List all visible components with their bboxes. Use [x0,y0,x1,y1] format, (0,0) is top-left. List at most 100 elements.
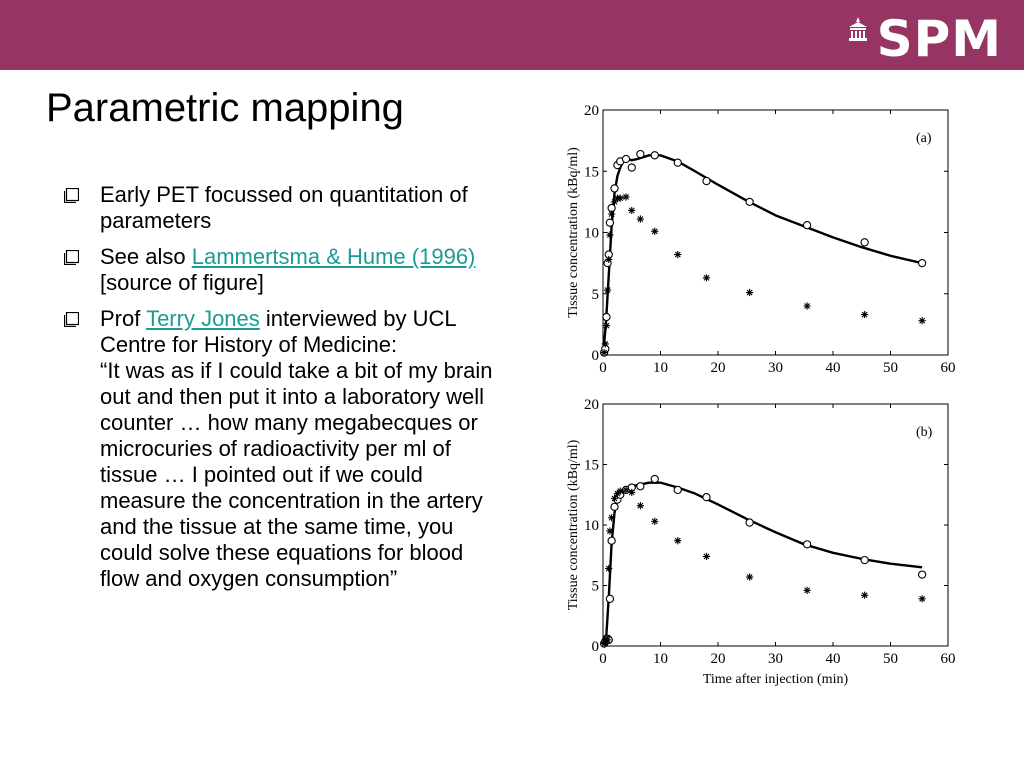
tissue-data-point [860,238,869,247]
logo-text: SPM [876,10,1002,68]
arterial-data-point [610,198,619,206]
arterial-data-point [746,288,754,297]
arterial-data-point [918,595,926,603]
arterial-data-point [636,502,644,510]
tissue-data-point [627,163,636,172]
tissue-data-point [610,502,619,511]
arterial-data-point [606,527,614,535]
quote-text: “It was as if I could take a bit of my b… [100,358,493,591]
building-icon [848,17,867,41]
bullet-text: Early PET focussed on quantitation of pa… [100,182,468,233]
spm-logo: SPM [847,10,1002,68]
tissue-data-point [636,149,645,159]
tissue-data-point [650,474,659,484]
x-tick-label: 60 [941,360,956,376]
arterial-data-point [861,591,869,599]
x-tick-label: 50 [883,360,898,376]
arterial-data-point [601,340,609,348]
x-tick-label: 30 [768,651,783,667]
tissue-data-point [602,312,611,322]
tissue-data-point [673,158,682,167]
arterial-data-point [600,348,608,357]
slide-title: Parametric mapping [46,86,404,130]
arterial-data-point [803,302,811,310]
panel-label: (a) [916,131,932,146]
y-tick-label: 10 [584,226,599,242]
x-tick-label: 50 [883,651,898,667]
y-tick-label: 0 [592,639,600,655]
arterial-data-point [918,317,926,325]
arterial-data-point [602,322,611,330]
bullet-list: Early PET focussed on quantitation of pa… [62,182,502,602]
tissue-data-point [860,555,869,565]
arterial-data-point [628,206,636,215]
plot-frame [602,403,949,647]
x-tick-label: 20 [711,360,726,376]
arterial-data-point [861,310,869,319]
checkbox-bullet-icon [64,250,79,265]
tissue-data-point [917,258,927,268]
lammertsma-hume-link[interactable]: Lammertsma & Hume (1996) [191,244,476,269]
tissue-data-point [650,151,659,160]
tissue-data-point [745,518,754,527]
tissue-data-point [607,203,616,213]
arterial-data-point [746,573,754,581]
y-axis-label: Tissue concentration (kBq/ml) [566,147,581,318]
bullet-prefix: See also [100,244,192,269]
x-tick-label: 30 [768,360,783,376]
fit-curve [602,481,923,647]
tissue-data-point [610,184,619,193]
x-tick-label: 40 [826,651,841,667]
checkbox-bullet-icon [64,188,79,203]
arterial-data-point [605,255,613,264]
tissue-data-point [621,154,631,164]
terry-jones-link[interactable]: Terry Jones [146,306,260,331]
arterial-data-point [616,487,624,495]
y-tick-label: 5 [592,579,600,595]
x-tick-label: 40 [826,360,841,376]
y-tick-label: 0 [592,348,600,364]
y-tick-label: 15 [584,458,599,474]
tissue-data-point [802,540,812,549]
arterial-data-point [674,537,682,545]
arterial-data-point [616,194,624,202]
bullet-suffix: [source of figure] [100,270,264,295]
arterial-data-point [606,231,614,239]
bullet-item: Prof Terry Jones interviewed by UCL Cent… [62,306,502,592]
y-tick-label: 20 [584,397,599,413]
chart-panel-b: 0 10 20 30 40 50 60 0 5 10 15 20 Tissue concentratio… [566,397,956,687]
arterial-data-point [608,210,616,218]
tissue-data-point [673,485,682,495]
arterial-data-point [610,494,619,502]
arterial-data-point [628,488,636,496]
tissue-data-point [802,221,812,230]
tissue-data-point [702,493,711,502]
arterial-data-point [803,586,811,594]
checkbox-bullet-icon [64,312,79,327]
tissue-data-point [745,197,754,207]
tissue-data-point [605,218,615,227]
x-tick-label: 20 [711,651,726,667]
arterial-data-point [604,286,612,294]
bullet-item: See also Lammertsma & Hume (1996) [sourc… [62,244,502,296]
arterial-data-point [702,274,711,282]
y-tick-label: 10 [584,518,599,534]
tissue-data-point [702,176,711,186]
tissue-data-point [636,482,645,491]
x-tick-label: 10 [653,651,668,667]
fit-curve [601,154,923,356]
arterial-data-point [605,564,613,573]
y-tick-label: 20 [584,103,599,119]
arterial-data-point [636,215,644,223]
arterial-data-point [651,227,659,235]
arterial-data-point [622,486,630,494]
x-axis-label: Time after injection (min) [703,672,849,687]
arterial-data-point [613,489,621,498]
y-tick-label: 5 [592,287,600,303]
x-tick-label: 0 [599,651,607,667]
arterial-data-point [604,636,612,644]
arterial-data-point [651,517,659,525]
x-tick-label: 10 [653,360,668,376]
arterial-data-point [622,193,630,201]
x-tick-label: 60 [941,651,956,667]
